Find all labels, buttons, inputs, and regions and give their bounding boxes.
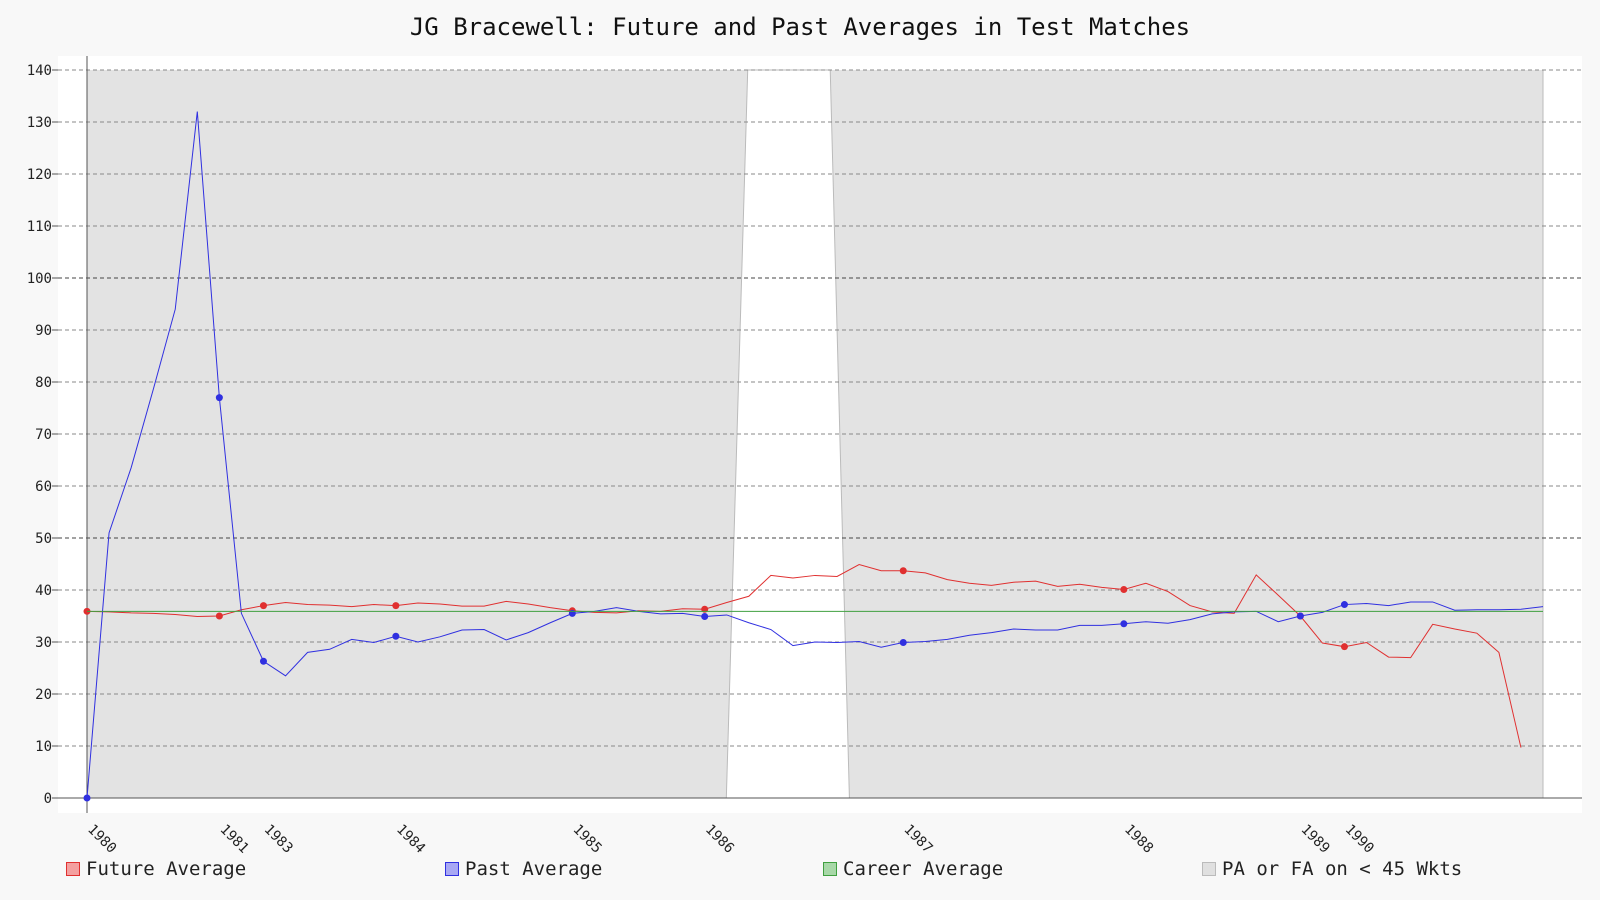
past-average-point	[701, 613, 709, 621]
future-swatch-icon	[66, 862, 80, 876]
x-tick-label: 1989	[1298, 822, 1333, 857]
x-tick-label: 1987	[900, 822, 935, 857]
past-average-point	[392, 632, 400, 640]
legend-past-label: Past Average	[465, 858, 603, 880]
y-tick-label: 140	[27, 63, 52, 79]
future-average-line	[86, 563, 1522, 748]
y-tick-label: 0	[44, 791, 52, 807]
x-tick-label: 1990	[1342, 822, 1377, 857]
x-tick-label: 1981	[217, 822, 252, 857]
y-tick-label: 60	[35, 479, 52, 495]
axis-layer	[58, 56, 1582, 813]
y-tick-label: 40	[35, 583, 52, 599]
past-average-point	[899, 639, 907, 647]
x-tick-label: 1983	[261, 822, 296, 857]
legend-item-past[interactable]: Past Average	[445, 858, 602, 880]
past-average-point	[259, 657, 267, 665]
series-layer	[83, 111, 1544, 802]
past-average-point	[83, 794, 91, 802]
region-swatch-icon	[1202, 862, 1216, 876]
legend-item-future[interactable]: Future Average	[66, 858, 246, 880]
x-tick-layer: 1980 1981 1983 1984 1985 1986 1987 1988 1989 1990	[84, 822, 1377, 857]
future-average-point	[899, 567, 907, 575]
y-tick-label: 80	[35, 375, 52, 391]
legend-future-label: Future Average	[86, 858, 247, 880]
y-tick-label: 120	[27, 167, 52, 183]
y-tick-label: 90	[35, 323, 52, 339]
past-average-point	[215, 394, 223, 402]
x-tick-label: 1986	[702, 822, 737, 857]
legend-item-region[interactable]: PA or FA on < 45 Wkts	[1202, 858, 1462, 880]
y-tick-label: 70	[35, 427, 52, 443]
y-tick-label: 20	[35, 687, 52, 703]
past-swatch-icon	[445, 862, 459, 876]
x-tick-label: 1984	[393, 822, 428, 857]
y-tick-label: 50	[35, 531, 52, 547]
legend: Future Average Past Average Career Avera…	[0, 858, 1600, 888]
future-average-point	[1340, 643, 1348, 651]
future-average-point	[392, 602, 400, 610]
y-tick-label: 30	[35, 635, 52, 651]
past-average-point	[1340, 601, 1348, 609]
grid-layer: 0 10 20 30 40 50 60 70 80 90 100 110 120 130 140	[27, 63, 1582, 807]
future-average-point	[259, 602, 267, 610]
x-tick-label: 1985	[570, 822, 605, 857]
y-tick-label: 10	[35, 739, 52, 755]
future-average-point	[1120, 585, 1128, 593]
y-tick-label: 130	[27, 115, 52, 131]
x-tick-label: 1980	[84, 822, 119, 857]
legend-item-career[interactable]: Career Average	[823, 858, 1003, 880]
y-tick-label: 100	[27, 271, 52, 287]
legend-region-label: PA or FA on < 45 Wkts	[1222, 858, 1463, 880]
past-average-point	[1120, 620, 1128, 628]
legend-career-label: Career Average	[843, 858, 1004, 880]
career-swatch-icon	[823, 862, 837, 876]
chart-title: JG Bracewell: Future and Past Averages i…	[410, 13, 1190, 41]
future-average-point	[215, 612, 223, 620]
past-average-point	[1296, 612, 1304, 620]
x-tick-label: 1988	[1121, 822, 1156, 857]
y-tick-label: 110	[27, 219, 52, 235]
